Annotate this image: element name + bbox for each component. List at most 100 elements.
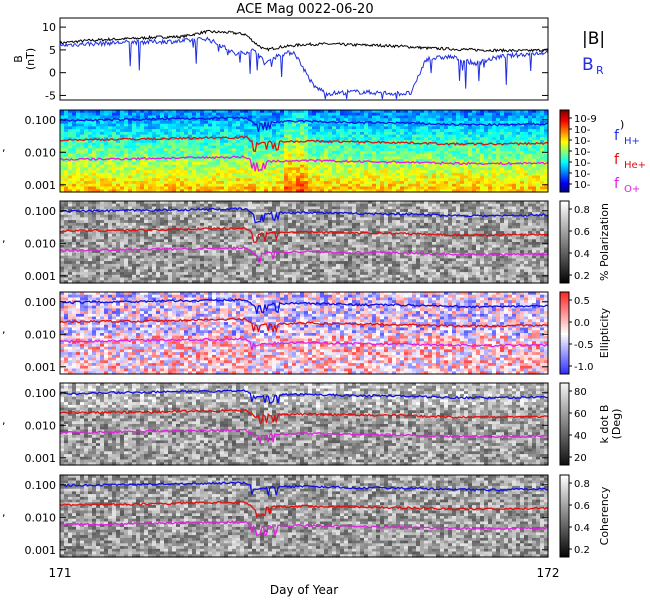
heatmap-cell: [460, 112, 465, 116]
heatmap-cell: [356, 137, 361, 141]
heatmap-cell: [100, 161, 105, 166]
heatmap-cell: [76, 217, 81, 221]
heatmap-cell: [220, 252, 225, 257]
heatmap-cell: [204, 233, 209, 238]
heatmap-cell: [80, 159, 85, 163]
heatmap-cell: [132, 203, 137, 207]
heatmap-cell: [360, 126, 365, 130]
heatmap-cell: [532, 131, 537, 136]
heatmap-cell: [404, 170, 409, 174]
heatmap-cell: [124, 120, 129, 125]
heatmap-cell: [100, 170, 105, 174]
heatmap-cell: [276, 178, 281, 182]
heatmap-cell: [124, 161, 129, 166]
heatmap-cell: [252, 126, 257, 130]
heatmap-cell: [64, 269, 69, 273]
heatmap-cell: [60, 126, 65, 130]
heatmap-cell: [108, 242, 113, 246]
heatmap-cell: [180, 134, 185, 138]
heatmap-cell: [256, 161, 261, 166]
heatmap-cell: [168, 244, 173, 248]
heatmap-cell: [392, 137, 397, 141]
heatmap-cell: [116, 261, 121, 265]
heatmap-cell: [216, 217, 221, 221]
heatmap-cell: [288, 178, 293, 182]
heatmap-cell: [64, 120, 69, 125]
heatmap-cell: [440, 175, 445, 179]
heatmap-cell: [80, 203, 85, 207]
heatmap-cell: [388, 153, 393, 157]
heatmap-cell: [184, 244, 189, 248]
heatmap-cell: [160, 148, 165, 152]
heatmap-cell: [284, 131, 289, 136]
heatmap-cell: [136, 274, 141, 279]
heatmap-cell: [100, 151, 105, 155]
heatmap-cell: [112, 258, 117, 262]
heatmap-cell: [340, 164, 345, 168]
heatmap-cell: [160, 175, 165, 179]
heatmap-cell: [468, 172, 473, 177]
heatmap-cell: [332, 151, 337, 155]
heatmap-cell: [104, 183, 109, 188]
heatmap-cell: [268, 137, 273, 141]
heatmap-cell: [224, 126, 229, 130]
heatmap-cell: [440, 164, 445, 168]
heatmap-cell: [464, 153, 469, 157]
heatmap-cell: [508, 140, 513, 144]
heatmap-cell: [344, 167, 349, 171]
heatmap-cell: [368, 183, 373, 188]
heatmap-cell: [72, 250, 77, 254]
heatmap-cell: [216, 186, 221, 190]
heatmap-cell: [96, 112, 101, 116]
heatmap-cell: [412, 148, 417, 152]
heatmap-cell: [196, 148, 201, 152]
heatmap-cell: [416, 134, 421, 138]
heatmap-cell: [384, 112, 389, 116]
heatmap-cell: [236, 148, 241, 152]
heatmap-cell: [236, 178, 241, 182]
heatmap-cell: [124, 189, 129, 193]
heatmap-cell: [168, 211, 173, 216]
heatmap-cell: [528, 148, 533, 152]
heatmap-cell: [148, 225, 153, 229]
heatmap-cell: [380, 112, 385, 116]
heatmap-cell: [212, 159, 217, 163]
heatmap-cell: [192, 112, 197, 116]
heatmap-cell: [64, 159, 69, 163]
heatmap-cell: [376, 137, 381, 141]
heatmap-cell: [120, 217, 125, 221]
heatmap-cell: [72, 244, 77, 248]
heatmap-cell: [488, 164, 493, 168]
heatmap-cell: [288, 131, 293, 136]
heatmap-cell: [164, 220, 169, 224]
heatmap-cell: [60, 148, 65, 152]
heatmap-cell: [220, 269, 225, 273]
heatmap-cell: [212, 274, 217, 279]
heatmap-cell: [432, 178, 437, 182]
heatmap-cell: [232, 123, 237, 127]
heatmap-cell: [496, 115, 501, 119]
heatmap-cell: [308, 159, 313, 163]
heatmap-cell: [460, 115, 465, 119]
heatmap-cell: [188, 242, 193, 246]
heatmap-cell: [108, 269, 113, 273]
heatmap-cell: [144, 206, 149, 210]
heatmap-cell: [276, 140, 281, 144]
heatmap-cell: [148, 123, 153, 127]
heatmap-cell: [508, 175, 513, 179]
heatmap-cell: [172, 129, 177, 133]
heatmap-cell: [256, 137, 261, 141]
heatmap-cell: [200, 214, 205, 218]
heatmap-cell: [200, 183, 205, 188]
mag-ylabel: B: [12, 55, 25, 63]
colorbar-step: [560, 181, 569, 185]
heatmap-cell: [476, 175, 481, 179]
heatmap-cell: [104, 112, 109, 116]
heatmap-cell: [188, 159, 193, 163]
heatmap-cell: [272, 189, 277, 193]
heatmap-cell: [76, 250, 81, 254]
heatmap-cell: [172, 161, 177, 166]
heatmap-cell: [472, 134, 477, 138]
heatmap-cell: [172, 225, 177, 229]
heatmap-cell: [208, 134, 213, 138]
